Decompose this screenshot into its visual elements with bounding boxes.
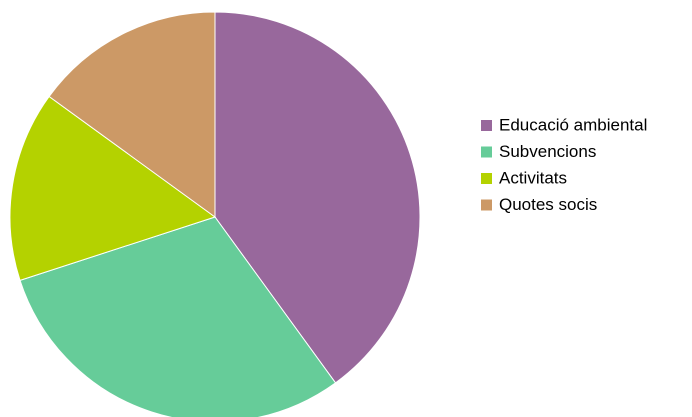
legend-swatch (481, 146, 492, 158)
legend-label: Educació ambiental (499, 116, 647, 135)
pie-slice-educacio-ambiental (214, 11, 421, 384)
chart-legend: Educació ambiental Subvencions Activitats Q… (481, 116, 647, 214)
legend-swatch (481, 173, 492, 184)
pie-slice-quotes-socis (48, 11, 216, 218)
legend-item-educacio-ambiental: Educació ambiental (481, 116, 647, 135)
legend-item-subvencions: Subvencions (481, 142, 596, 161)
legend-swatch (481, 120, 492, 131)
legend-label: Subvencions (499, 142, 596, 161)
pie-slice-subvencions (19, 216, 337, 417)
legend-item-activitats: Activitats (481, 169, 567, 188)
legend-label: Activitats (499, 169, 567, 188)
legend-swatch (481, 199, 492, 211)
pie-slice-activitats (9, 95, 217, 281)
legend-label: Quotes socis (499, 195, 597, 214)
legend-item-quotes-socis: Quotes socis (481, 195, 597, 214)
pie-slices (9, 11, 421, 417)
